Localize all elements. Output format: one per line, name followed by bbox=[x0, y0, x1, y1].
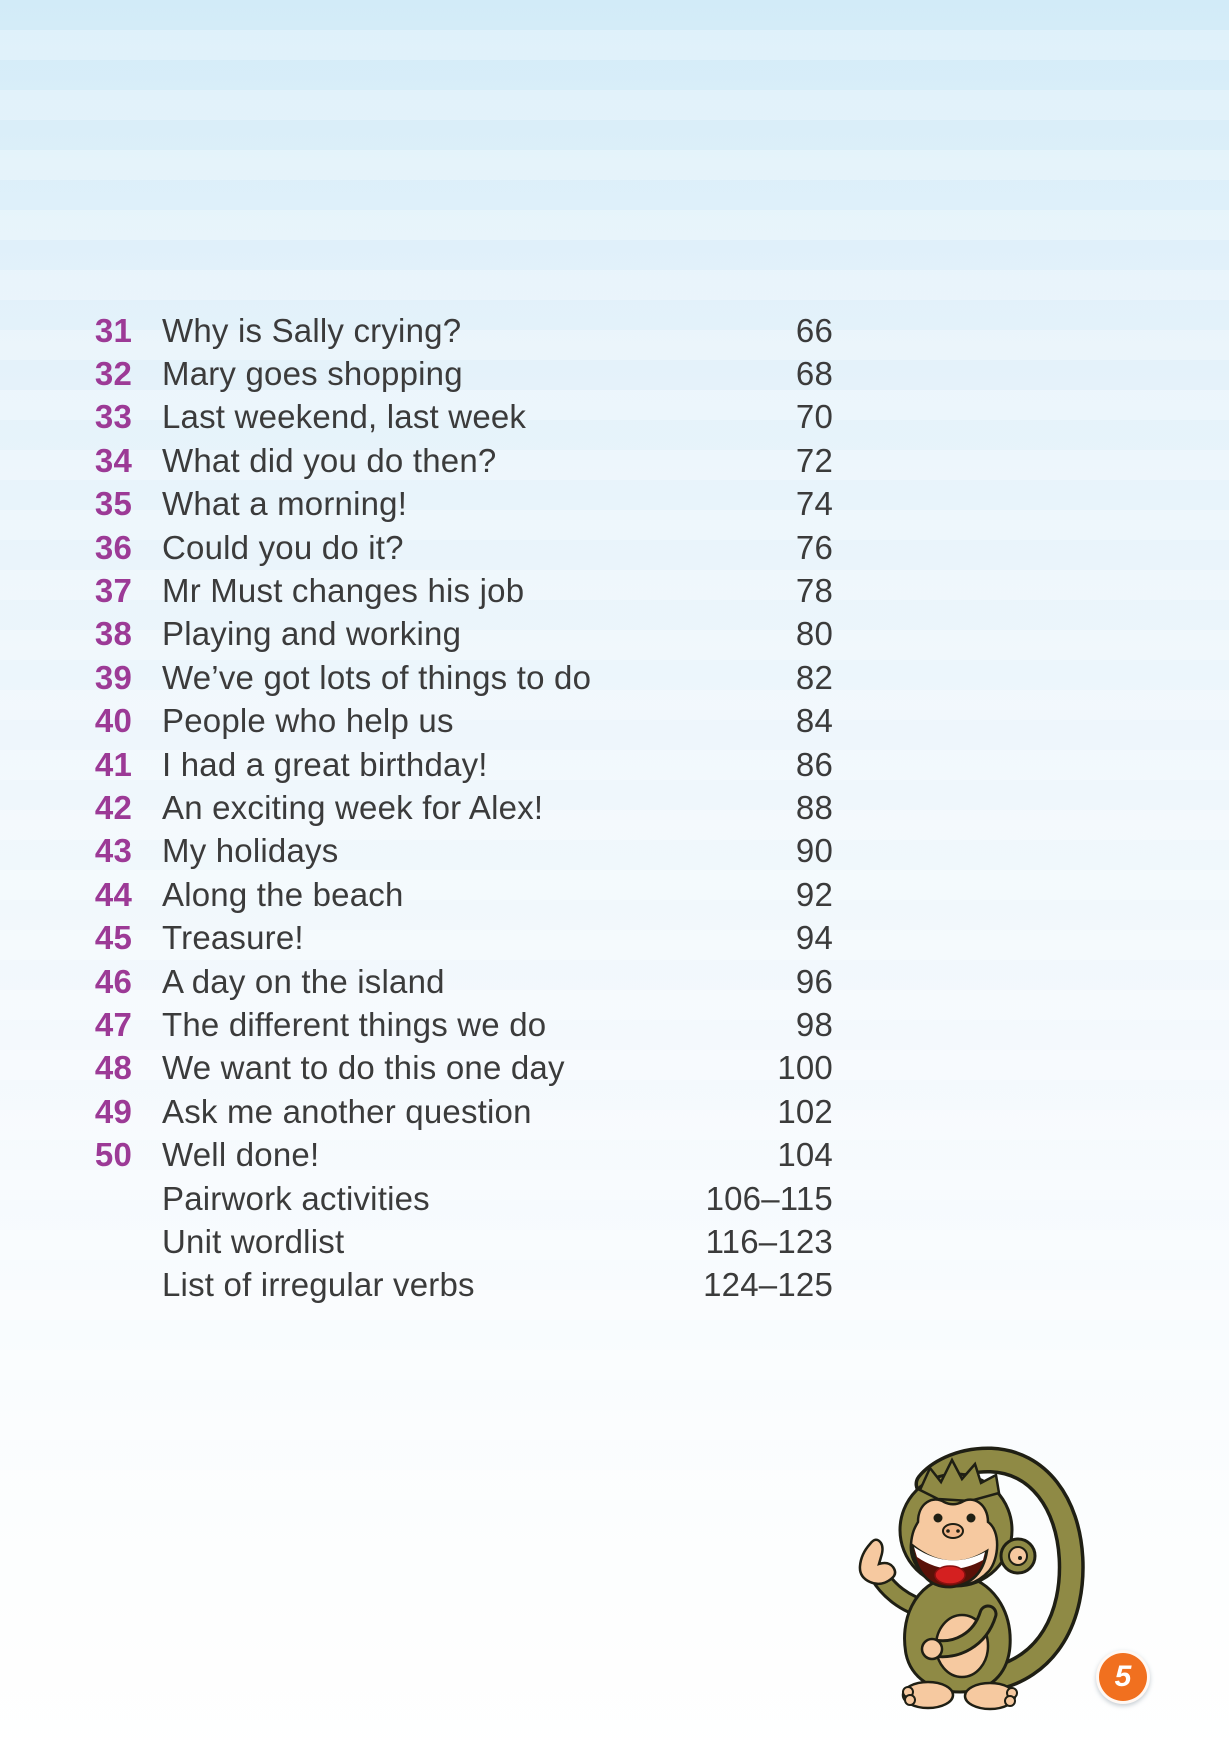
toc-row: 41 I had a great birthday! 86 bbox=[0, 743, 833, 786]
toc-row: 38 Playing and working 80 bbox=[0, 613, 833, 656]
toc-row: 33 Last weekend, last week 70 bbox=[0, 396, 833, 439]
unit-page: 70 bbox=[795, 398, 833, 436]
unit-number: 33 bbox=[94, 398, 132, 436]
unit-title: Ask me another question bbox=[162, 1092, 532, 1130]
toc-row: 45 Treasure! 94 bbox=[0, 916, 833, 959]
unit-title: Mr Must changes his job bbox=[162, 572, 525, 610]
page-number-badge: 5 bbox=[1096, 1650, 1150, 1704]
toc-row: List of irregular verbs 124–125 bbox=[0, 1264, 833, 1307]
unit-title: My holidays bbox=[162, 832, 339, 870]
unit-number: 38 bbox=[94, 615, 132, 653]
unit-page: 96 bbox=[795, 962, 833, 1000]
unit-number: 35 bbox=[94, 485, 132, 523]
unit-title: Last weekend, last week bbox=[162, 398, 527, 436]
unit-title: The different things we do bbox=[162, 1005, 547, 1043]
unit-page: 80 bbox=[795, 615, 833, 653]
unit-page: 68 bbox=[795, 355, 833, 393]
unit-page: 72 bbox=[795, 441, 833, 479]
unit-title: We want to do this one day bbox=[162, 1049, 565, 1087]
toc-row: 42 An exciting week for Alex! 88 bbox=[0, 786, 833, 829]
unit-title: People who help us bbox=[162, 702, 454, 740]
unit-number: 48 bbox=[94, 1049, 132, 1087]
page-number: 5 bbox=[1114, 1660, 1132, 1693]
unit-page: 102 bbox=[777, 1092, 833, 1130]
unit-number: 40 bbox=[94, 702, 132, 740]
monkey-nose bbox=[942, 1523, 964, 1539]
toc-row: 48 We want to do this one day 100 bbox=[0, 1047, 833, 1090]
unit-page: 92 bbox=[795, 875, 833, 913]
unit-title: We’ve got lots of things to do bbox=[162, 658, 592, 696]
unit-number: 32 bbox=[94, 355, 132, 393]
monkey-illustration bbox=[858, 1446, 1085, 1711]
unit-title: Why is Sally crying? bbox=[162, 311, 462, 349]
unit-number: 34 bbox=[94, 441, 132, 479]
unit-number: 43 bbox=[94, 832, 132, 870]
unit-page: 84 bbox=[795, 702, 833, 740]
toc-row: 44 Along the beach 92 bbox=[0, 873, 833, 916]
unit-page: 90 bbox=[795, 832, 833, 870]
unit-title: Pairwork activities bbox=[162, 1179, 430, 1217]
unit-page: 106–115 bbox=[705, 1179, 833, 1217]
unit-title: List of irregular verbs bbox=[162, 1266, 475, 1304]
unit-page: 78 bbox=[795, 572, 833, 610]
toc-row: 47 The different things we do 98 bbox=[0, 1003, 833, 1046]
unit-number: 47 bbox=[94, 1005, 132, 1043]
unit-title: What did you do then? bbox=[162, 441, 497, 479]
unit-number: 44 bbox=[94, 875, 132, 913]
unit-number: 41 bbox=[94, 745, 132, 783]
unit-number: 42 bbox=[94, 788, 132, 826]
unit-page: 86 bbox=[795, 745, 833, 783]
unit-number: 45 bbox=[94, 919, 132, 957]
unit-number: 50 bbox=[94, 1136, 132, 1174]
unit-page: 66 bbox=[795, 311, 833, 349]
unit-number: 31 bbox=[94, 311, 132, 349]
unit-page: 74 bbox=[795, 485, 833, 523]
unit-page: 124–125 bbox=[703, 1266, 833, 1304]
toc-row: 46 A day on the island 96 bbox=[0, 960, 833, 1003]
monkey-eye bbox=[933, 1513, 943, 1523]
unit-page: 82 bbox=[795, 658, 833, 696]
unit-page: 98 bbox=[795, 1005, 833, 1043]
toc-row: 35 What a morning! 74 bbox=[0, 483, 833, 526]
unit-page: 100 bbox=[777, 1049, 833, 1087]
toc-row: 36 Could you do it? 76 bbox=[0, 526, 833, 569]
unit-page: 94 bbox=[795, 919, 833, 957]
toc-row: 32 Mary goes shopping 68 bbox=[0, 352, 833, 395]
toc-list: 31 Why is Sally crying? 66 32 Mary goes shop… bbox=[0, 309, 833, 1307]
monkey-hand bbox=[858, 1538, 897, 1586]
toc-row: 37 Mr Must changes his job 78 bbox=[0, 569, 833, 612]
toc-row: Pairwork activities 106–115 bbox=[0, 1177, 833, 1220]
unit-title: Playing and working bbox=[162, 615, 462, 653]
toc-row: 39 We’ve got lots of things to do 82 bbox=[0, 656, 833, 699]
unit-page: 88 bbox=[795, 788, 833, 826]
unit-title: Mary goes shopping bbox=[162, 355, 463, 393]
unit-title: An exciting week for Alex! bbox=[162, 788, 544, 826]
unit-title: Well done! bbox=[162, 1136, 320, 1174]
toc-row: 34 What did you do then? 72 bbox=[0, 439, 833, 482]
unit-title: What a morning! bbox=[162, 485, 408, 523]
toc-row: 49 Ask me another question 102 bbox=[0, 1090, 833, 1133]
unit-number: 46 bbox=[94, 962, 132, 1000]
unit-page: 104 bbox=[777, 1136, 833, 1174]
unit-number: 39 bbox=[94, 658, 132, 696]
unit-number: 49 bbox=[94, 1092, 132, 1130]
unit-title: I had a great birthday! bbox=[162, 745, 488, 783]
toc-row: Unit wordlist 116–123 bbox=[0, 1220, 833, 1263]
unit-title: Along the beach bbox=[162, 875, 404, 913]
unit-page: 76 bbox=[795, 528, 833, 566]
unit-number: 36 bbox=[94, 528, 132, 566]
toc-row: 31 Why is Sally crying? 66 bbox=[0, 309, 833, 352]
unit-title: Could you do it? bbox=[162, 528, 404, 566]
unit-title: A day on the island bbox=[162, 962, 445, 1000]
unit-title: Treasure! bbox=[162, 919, 304, 957]
unit-number: 37 bbox=[94, 572, 132, 610]
unit-page: 116–123 bbox=[705, 1222, 833, 1260]
monkey-tongue bbox=[934, 1565, 966, 1585]
toc-row: 50 Well done! 104 bbox=[0, 1133, 833, 1176]
toc-row: 43 My holidays 90 bbox=[0, 830, 833, 873]
unit-title: Unit wordlist bbox=[162, 1222, 345, 1260]
toc-row: 40 People who help us 84 bbox=[0, 700, 833, 743]
monkey-eye bbox=[966, 1513, 976, 1523]
